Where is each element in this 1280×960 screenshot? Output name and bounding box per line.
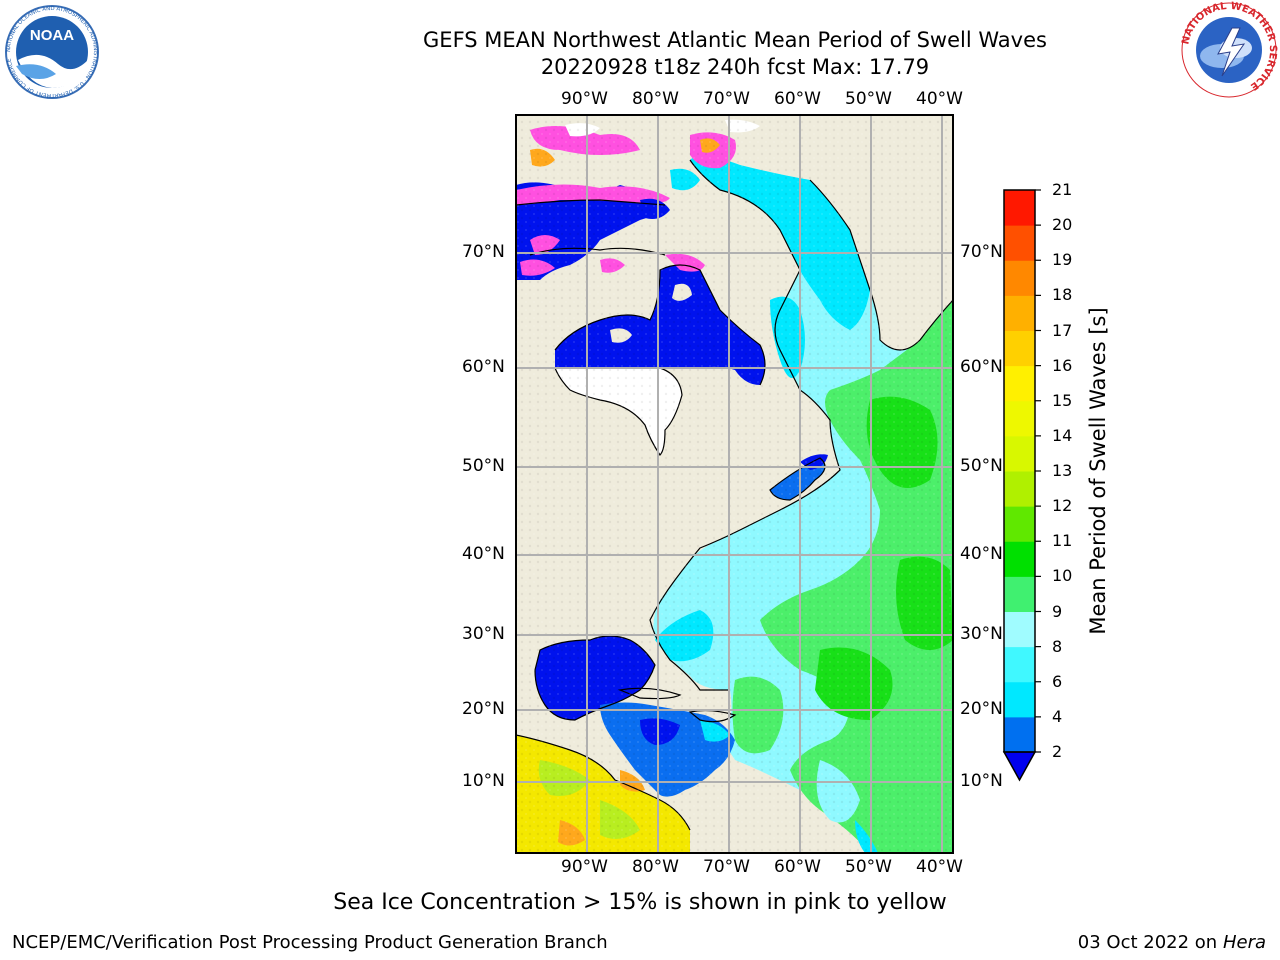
run-host: Hera bbox=[1222, 932, 1266, 953]
lon-label-top-40w: 40°W bbox=[916, 89, 963, 109]
lat-label-right-40n: 40°N bbox=[960, 544, 1003, 564]
lat-label-left-20n: 20°N bbox=[462, 699, 505, 719]
lon-label-top-90w: 90°W bbox=[561, 89, 608, 109]
run-date: 03 Oct 2022 on Hera bbox=[1078, 932, 1266, 953]
lat-label-right-50n: 50°N bbox=[960, 456, 1003, 476]
colorbar-tick-label: 15 bbox=[1052, 390, 1073, 410]
colorbar-under-arrow bbox=[1002, 751, 1037, 782]
colorbar-tick-label: 11 bbox=[1052, 531, 1073, 551]
colorbar-band bbox=[1004, 506, 1035, 542]
lon-label-bottom-70w: 70°W bbox=[703, 857, 750, 877]
colorbar-tick-label: 21 bbox=[1052, 180, 1073, 199]
lat-label-left-40n: 40°N bbox=[462, 544, 505, 564]
colorbar-tick-label: 17 bbox=[1052, 320, 1073, 340]
lat-label-right-30n: 30°N bbox=[960, 624, 1003, 644]
noaa-logo-text: NOAA bbox=[30, 27, 74, 44]
colorbar-tick-label: 10 bbox=[1052, 566, 1073, 586]
colorbar bbox=[1002, 189, 1041, 782]
lon-label-bottom-40w: 40°W bbox=[916, 857, 963, 877]
lon-label-top-80w: 80°W bbox=[632, 89, 679, 109]
colorbar-tick-label: 4 bbox=[1052, 706, 1063, 726]
lat-label-right-70n: 70°N bbox=[960, 242, 1003, 262]
lat-label-right-60n: 60°N bbox=[960, 357, 1003, 377]
colorbar-tick-label: 2 bbox=[1052, 742, 1063, 761]
colorbar-title: Mean Period of Swell Waves [s] bbox=[1086, 307, 1110, 635]
colorbar-tick-label: 16 bbox=[1052, 355, 1073, 375]
lon-label-bottom-90w: 90°W bbox=[561, 857, 608, 877]
lon-label-bottom-60w: 60°W bbox=[774, 857, 821, 877]
lat-label-left-30n: 30°N bbox=[462, 624, 505, 644]
colorbar-tick-label: 14 bbox=[1052, 425, 1073, 445]
lat-label-right-10n: 10°N bbox=[960, 771, 1003, 791]
colorbar-band bbox=[1004, 225, 1035, 261]
graticule bbox=[516, 115, 953, 853]
lon-label-bottom-50w: 50°W bbox=[845, 857, 892, 877]
lat-label-right-20n: 20°N bbox=[960, 699, 1003, 719]
lat-label-left-50n: 50°N bbox=[462, 456, 505, 476]
colorbar-band bbox=[1004, 365, 1035, 402]
colorbar-band bbox=[1004, 541, 1035, 577]
sea-ice-footnote: Sea Ice Concentration > 15% is shown in … bbox=[333, 890, 947, 915]
colorbar-band bbox=[1004, 646, 1035, 683]
colorbar-band bbox=[1004, 471, 1035, 507]
colorbar-band bbox=[1004, 260, 1035, 296]
map-frame bbox=[515, 114, 954, 854]
lat-label-left-70n: 70°N bbox=[462, 242, 505, 262]
colorbar-band bbox=[1004, 400, 1035, 437]
credit-line: NCEP/EMC/Verification Post Processing Pr… bbox=[12, 932, 608, 953]
run-date-text: 03 Oct 2022 on bbox=[1077, 932, 1218, 953]
colorbar-band bbox=[1004, 435, 1035, 472]
lon-label-top-60w: 60°W bbox=[774, 89, 821, 109]
colorbar-tick-label: 8 bbox=[1052, 636, 1063, 656]
lon-label-bottom-80w: 80°W bbox=[632, 857, 679, 877]
colorbar-tick-label: 19 bbox=[1052, 250, 1073, 270]
colorbar-band bbox=[1004, 611, 1035, 648]
chart-title: GEFS MEAN Northwest Atlantic Mean Period… bbox=[423, 28, 1047, 52]
colorbar-tick-label: 6 bbox=[1052, 671, 1063, 691]
colorbar-tick-label: 13 bbox=[1052, 461, 1073, 480]
colorbar-tick-label: 9 bbox=[1052, 601, 1063, 621]
colorbar-tick-label: 12 bbox=[1052, 496, 1073, 516]
colorbar-band bbox=[1004, 681, 1035, 718]
colorbar-band bbox=[1004, 716, 1035, 753]
lon-label-top-50w: 50°W bbox=[845, 89, 892, 109]
colorbar-band bbox=[1004, 295, 1035, 331]
nws-logo: NATIONAL WEATHER SERVICE bbox=[1180, 1, 1278, 98]
colorbar-tick-label: 18 bbox=[1052, 285, 1073, 305]
chart-subtitle: 20220928 t18z 240h fcst Max: 17.79 bbox=[540, 55, 930, 79]
colorbar-band bbox=[1004, 330, 1035, 367]
noaa-logo: NOAA NATIONAL OCEANIC AND ATMOSPHERIC AD… bbox=[5, 5, 99, 99]
colorbar-band bbox=[1004, 576, 1035, 612]
lon-label-top-70w: 70°W bbox=[703, 89, 750, 109]
colorbar-tick-label: 20 bbox=[1052, 215, 1073, 235]
colorbar-band bbox=[1004, 190, 1035, 226]
lat-label-left-60n: 60°N bbox=[462, 357, 505, 377]
lat-label-left-10n: 10°N bbox=[462, 771, 505, 791]
